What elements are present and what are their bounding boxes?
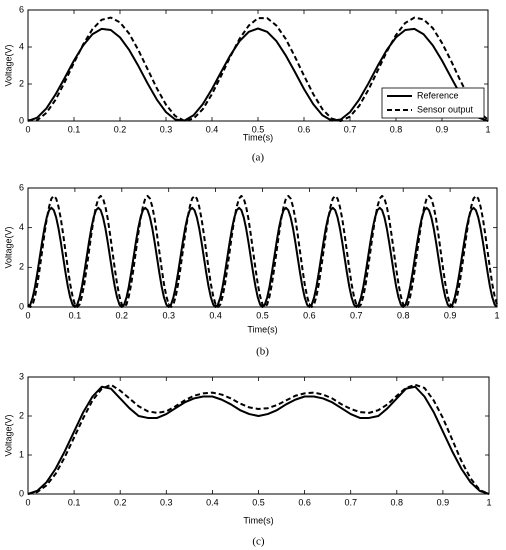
x-tick-label: 0.7 (344, 124, 357, 134)
x-tick-label: 1 (485, 124, 490, 134)
y-axis-label: Voltage(V) (3, 226, 13, 268)
y-tick-label: 3 (19, 371, 24, 381)
legend-box (381, 87, 485, 119)
y-tick-label: 2 (19, 410, 24, 420)
x-tick-label: 0.9 (436, 124, 449, 134)
plot-area (28, 188, 497, 307)
y-tick-label: 4 (19, 41, 24, 51)
caption: (b) (256, 346, 269, 358)
x-tick-label: 0.4 (206, 124, 219, 134)
legend-label: Reference (417, 90, 459, 100)
y-tick-label: 6 (19, 4, 24, 14)
x-tick-label: 0.9 (437, 497, 450, 507)
data-line (27, 383, 490, 495)
x-tick-label: 0.5 (252, 124, 265, 134)
legend-label: Sensor output (417, 104, 474, 114)
x-tick-label: 0.1 (69, 310, 82, 320)
x-tick-label: 0.1 (68, 497, 81, 507)
x-tick-label: 0 (25, 124, 30, 134)
x-tick-label: 0.2 (114, 124, 127, 134)
caption: (a) (252, 152, 265, 164)
x-tick-label: 0.6 (303, 310, 316, 320)
y-tick-label: 4 (19, 222, 24, 232)
plot-area (28, 377, 489, 494)
y-tick-label: 0 (19, 301, 24, 311)
data-line (27, 27, 489, 122)
x-tick-label: 0.3 (160, 497, 173, 507)
x-tick-label: 0.3 (160, 124, 173, 134)
x-tick-label: 0.7 (344, 497, 357, 507)
x-axis-label: Time(s) (243, 515, 273, 525)
data-line (28, 16, 489, 122)
y-tick-label: 0 (19, 488, 24, 498)
caption: (c) (252, 536, 265, 548)
x-tick-label: 0.9 (444, 310, 457, 320)
x-tick-label: 0.3 (162, 310, 175, 320)
x-tick-label: 1 (494, 310, 499, 320)
x-tick-label: 0.6 (298, 497, 311, 507)
axes-frame (27, 9, 489, 122)
axes-frame (27, 376, 490, 495)
y-tick-label: 2 (19, 262, 24, 272)
y-tick-label: 0 (19, 115, 24, 125)
x-tick-label: 0 (25, 497, 30, 507)
x-tick-label: 0.1 (68, 124, 81, 134)
x-tick-label: 0.2 (114, 497, 127, 507)
x-tick-label: 0.6 (298, 124, 311, 134)
y-tick-label: 2 (19, 78, 24, 88)
x-tick-label: 0.4 (209, 310, 222, 320)
x-tick-label: 0.2 (116, 310, 129, 320)
x-tick-label: 0.7 (350, 310, 363, 320)
x-axis-label: Time(s) (247, 324, 277, 334)
x-tick-label: 0 (25, 310, 30, 320)
x-tick-label: 0.5 (252, 497, 265, 507)
x-tick-label: 0.8 (390, 124, 403, 134)
data-line (27, 194, 498, 308)
x-tick-label: 0.4 (206, 497, 219, 507)
y-tick-label: 6 (19, 182, 24, 192)
x-tick-label: 0.8 (397, 310, 410, 320)
y-axis-label: Voltage(V) (3, 44, 13, 86)
x-tick-label: 0.5 (256, 310, 269, 320)
y-tick-label: 1 (19, 449, 24, 459)
axes-frame (27, 187, 498, 308)
x-axis-label: Time(s) (243, 132, 273, 142)
x-tick-label: 0.8 (391, 497, 404, 507)
x-tick-label: 1 (486, 497, 491, 507)
y-axis-label: Voltage(V) (3, 414, 13, 456)
